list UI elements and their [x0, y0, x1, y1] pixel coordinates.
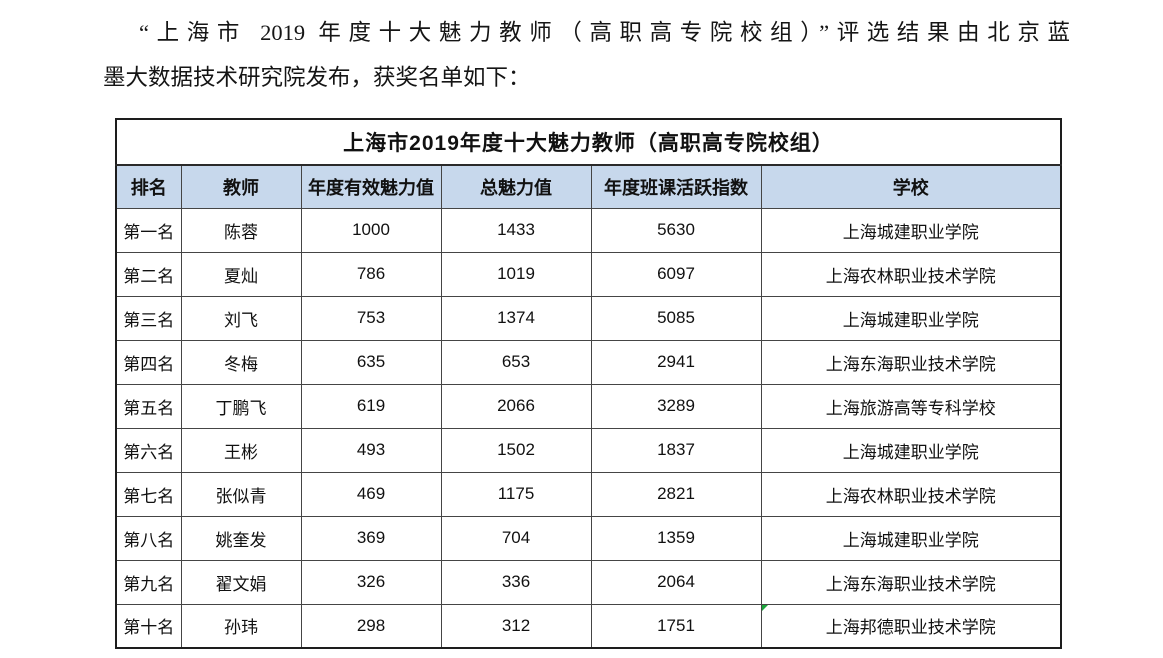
cell-total-charm: 653	[440, 339, 592, 385]
table-title-row: 上海市2019年度十大魅力教师（高职高专院校组）	[115, 118, 1062, 166]
table-row: 第八名 姚奎发 369 704 1359 上海城建职业学院	[115, 515, 1062, 561]
cell-rank: 第九名	[115, 559, 182, 605]
award-table: 上海市2019年度十大魅力教师（高职高专院校组） 排名 教师 年度有效魅力值 总…	[115, 118, 1063, 649]
cell-corner-marker-icon	[762, 605, 768, 611]
cell-school: 上海城建职业学院	[760, 295, 1062, 341]
cell-effective-charm: 619	[300, 383, 442, 429]
cell-effective-charm: 326	[300, 559, 442, 605]
cell-school-text: 上海城建职业学院	[842, 310, 979, 330]
cell-activity-index: 6097	[590, 251, 762, 297]
cell-school: 上海城建职业学院	[760, 515, 1062, 561]
cell-total-charm: 1019	[440, 251, 592, 297]
cell-school: 上海城建职业学院	[760, 207, 1062, 253]
table-row: 第七名 张似青 469 1175 2821 上海农林职业技术学院	[115, 471, 1062, 517]
cell-effective-charm: 786	[300, 251, 442, 297]
table-row: 第六名 王彬 493 1502 1837 上海城建职业学院	[115, 427, 1062, 473]
cell-school: 上海邦德职业技术学院	[760, 603, 1062, 649]
cell-rank: 第七名	[115, 471, 182, 517]
cell-activity-index: 2064	[590, 559, 762, 605]
cell-activity-index: 1837	[590, 427, 762, 473]
cell-teacher: 陈蓉	[180, 207, 302, 253]
cell-rank: 第六名	[115, 427, 182, 473]
intro-line-1: “上海市 2019 年度十大魅力教师（高职高专院校组）”评选结果由北京蓝	[139, 20, 1070, 45]
cell-teacher: 夏灿	[180, 251, 302, 297]
cell-activity-index: 3289	[590, 383, 762, 429]
cell-school-text: 上海城建职业学院	[842, 530, 979, 550]
cell-teacher: 孙玮	[180, 603, 302, 649]
cell-rank: 第八名	[115, 515, 182, 561]
cell-rank: 第四名	[115, 339, 182, 385]
cell-teacher: 翟文娟	[180, 559, 302, 605]
intro-paragraph: “上海市 2019 年度十大魅力教师（高职高专院校组）”评选结果由北京蓝 墨大数…	[103, 10, 1070, 100]
cell-activity-index: 5630	[590, 207, 762, 253]
cell-rank: 第一名	[115, 207, 182, 253]
cell-teacher: 冬梅	[180, 339, 302, 385]
cell-total-charm: 312	[440, 603, 592, 649]
cell-effective-charm: 635	[300, 339, 442, 385]
table-row: 第二名 夏灿 786 1019 6097 上海农林职业技术学院	[115, 251, 1062, 297]
table-row: 第一名 陈蓉 1000 1433 5630 上海城建职业学院	[115, 207, 1062, 253]
cell-school-text: 上海城建职业学院	[842, 442, 979, 462]
cell-school: 上海农林职业技术学院	[760, 471, 1062, 517]
cell-school-text: 上海东海职业技术学院	[825, 574, 996, 594]
cell-activity-index: 2941	[590, 339, 762, 385]
cell-school-text: 上海旅游高等专科学校	[825, 398, 996, 418]
cell-teacher: 姚奎发	[180, 515, 302, 561]
cell-activity-index: 5085	[590, 295, 762, 341]
cell-school-text: 上海农林职业技术学院	[825, 486, 996, 506]
table-title: 上海市2019年度十大魅力教师（高职高专院校组）	[115, 118, 1062, 166]
cell-total-charm: 1502	[440, 427, 592, 473]
cell-teacher: 王彬	[180, 427, 302, 473]
cell-effective-charm: 469	[300, 471, 442, 517]
cell-rank: 第十名	[115, 603, 182, 649]
cell-effective-charm: 369	[300, 515, 442, 561]
col-header-rank: 排名	[115, 164, 182, 209]
cell-teacher: 张似青	[180, 471, 302, 517]
intro-line-2: 墨大数据技术研究院发布，获奖名单如下：	[103, 65, 531, 90]
cell-total-charm: 704	[440, 515, 592, 561]
table-row: 第十名 孙玮 298 312 1751 上海邦德职业技术学院	[115, 603, 1062, 649]
col-header-activity-index: 年度班课活跃指数	[590, 164, 762, 209]
cell-total-charm: 1175	[440, 471, 592, 517]
col-header-total-charm: 总魅力值	[440, 164, 592, 209]
table-header-row: 排名 教师 年度有效魅力值 总魅力值 年度班课活跃指数 学校	[115, 164, 1062, 209]
cell-activity-index: 1359	[590, 515, 762, 561]
cell-effective-charm: 298	[300, 603, 442, 649]
cell-school: 上海旅游高等专科学校	[760, 383, 1062, 429]
cell-effective-charm: 1000	[300, 207, 442, 253]
table-row: 第三名 刘飞 753 1374 5085 上海城建职业学院	[115, 295, 1062, 341]
cell-effective-charm: 753	[300, 295, 442, 341]
cell-total-charm: 2066	[440, 383, 592, 429]
cell-school: 上海农林职业技术学院	[760, 251, 1062, 297]
cell-rank: 第三名	[115, 295, 182, 341]
cell-school-text: 上海东海职业技术学院	[825, 354, 996, 374]
table-row: 第五名 丁鹏飞 619 2066 3289 上海旅游高等专科学校	[115, 383, 1062, 429]
cell-school-text: 上海农林职业技术学院	[825, 266, 996, 286]
cell-total-charm: 1433	[440, 207, 592, 253]
cell-activity-index: 1751	[590, 603, 762, 649]
cell-total-charm: 336	[440, 559, 592, 605]
cell-rank: 第二名	[115, 251, 182, 297]
cell-teacher: 刘飞	[180, 295, 302, 341]
col-header-school: 学校	[760, 164, 1062, 209]
cell-teacher: 丁鹏飞	[180, 383, 302, 429]
cell-school-text: 上海城建职业学院	[842, 222, 979, 242]
cell-effective-charm: 493	[300, 427, 442, 473]
cell-school: 上海东海职业技术学院	[760, 339, 1062, 385]
col-header-effective-charm: 年度有效魅力值	[300, 164, 442, 209]
cell-school: 上海东海职业技术学院	[760, 559, 1062, 605]
cell-activity-index: 2821	[590, 471, 762, 517]
cell-school-text: 上海邦德职业技术学院	[825, 618, 996, 638]
table-row: 第四名 冬梅 635 653 2941 上海东海职业技术学院	[115, 339, 1062, 385]
col-header-teacher: 教师	[180, 164, 302, 209]
cell-school: 上海城建职业学院	[760, 427, 1062, 473]
cell-total-charm: 1374	[440, 295, 592, 341]
table-row: 第九名 翟文娟 326 336 2064 上海东海职业技术学院	[115, 559, 1062, 605]
cell-rank: 第五名	[115, 383, 182, 429]
